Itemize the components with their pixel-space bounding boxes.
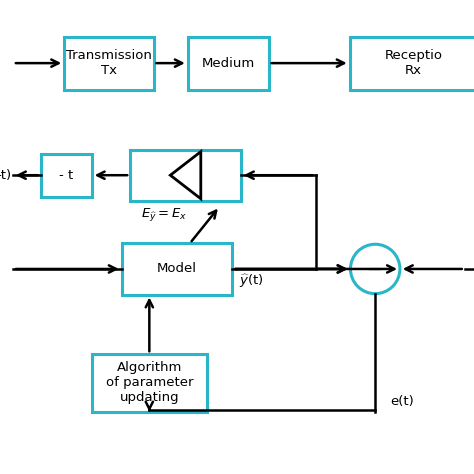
FancyBboxPatch shape [92,354,207,412]
FancyBboxPatch shape [188,36,269,90]
Text: - t: - t [59,169,73,182]
Text: -t): -t) [0,169,11,182]
Text: Transmission
Tx: Transmission Tx [66,49,152,77]
FancyBboxPatch shape [122,243,232,294]
FancyBboxPatch shape [64,36,154,90]
Text: −: − [367,259,383,278]
FancyBboxPatch shape [41,154,92,197]
FancyBboxPatch shape [130,150,241,201]
Text: Algorithm
of parameter
updating: Algorithm of parameter updating [106,362,193,404]
Text: Receptio
Rx: Receptio Rx [384,49,443,77]
FancyBboxPatch shape [350,36,474,90]
Text: Model: Model [157,263,197,275]
Text: e(t): e(t) [390,394,414,408]
Text: $\widehat{y}$(t): $\widehat{y}$(t) [239,273,264,290]
Text: $E_{\widehat{y}}= E_x$: $E_{\widehat{y}}= E_x$ [141,206,187,223]
Text: Medium: Medium [201,57,255,70]
